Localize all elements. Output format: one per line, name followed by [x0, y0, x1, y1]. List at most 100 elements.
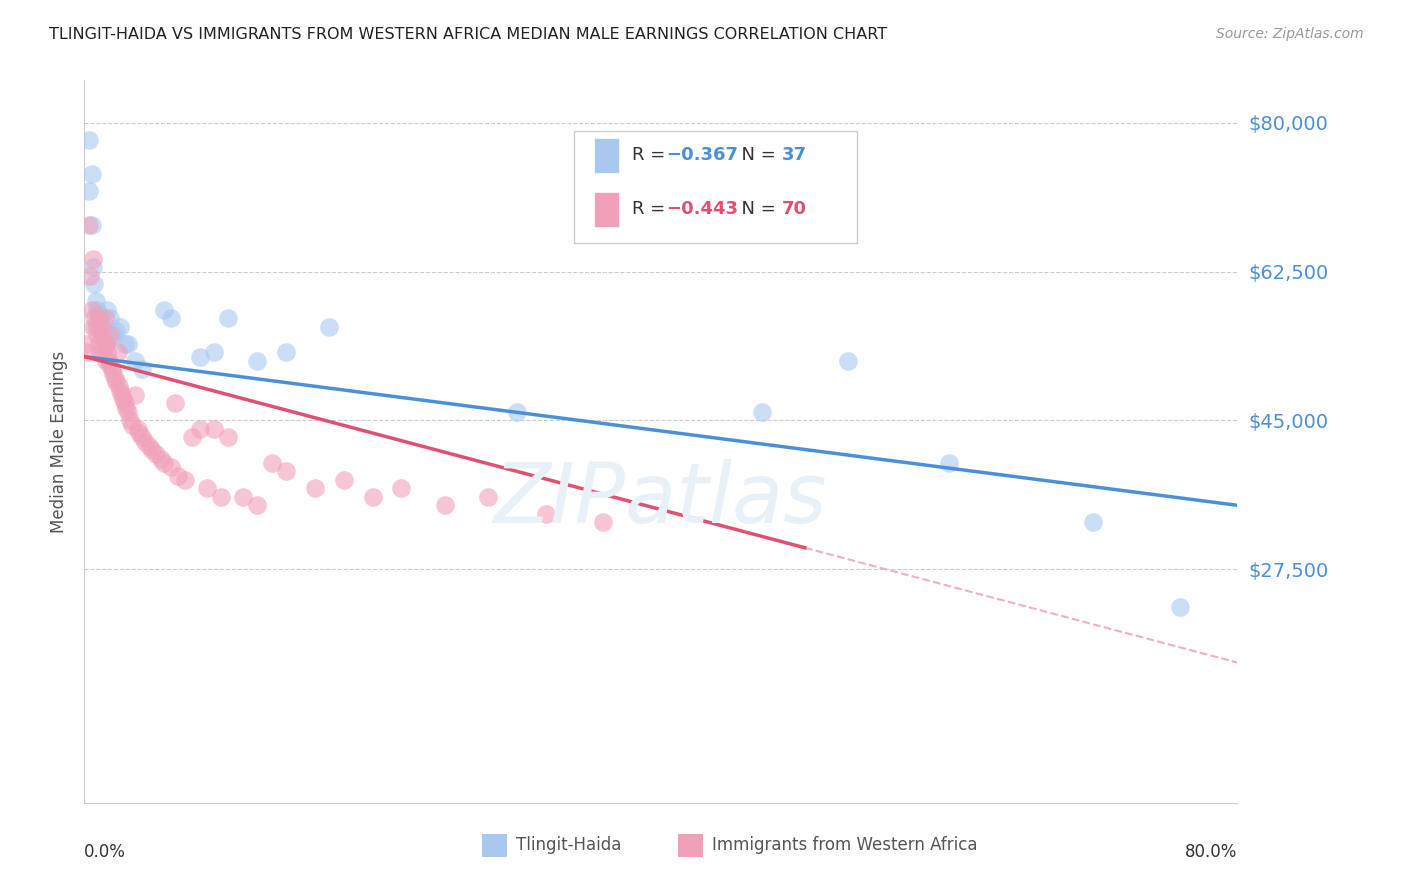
- Text: 0.0%: 0.0%: [84, 843, 127, 861]
- Point: [89, 311, 111, 326]
- Text: R =: R =: [633, 145, 671, 164]
- Point: [77, 218, 100, 232]
- Point: [276, 464, 298, 478]
- Point: [160, 311, 183, 326]
- Point: [195, 481, 218, 495]
- Text: Tlingit-Haida: Tlingit-Haida: [516, 837, 621, 855]
- Text: Immigrants from Western Africa: Immigrants from Western Africa: [711, 837, 977, 855]
- Text: TLINGIT-HAIDA VS IMMIGRANTS FROM WESTERN AFRICA MEDIAN MALE EARNINGS CORRELATION: TLINGIT-HAIDA VS IMMIGRANTS FROM WESTERN…: [49, 27, 887, 42]
- Point: [202, 345, 225, 359]
- Point: [1083, 516, 1105, 530]
- Point: [232, 490, 254, 504]
- Point: [79, 268, 101, 283]
- Point: [152, 302, 174, 317]
- Point: [104, 371, 127, 385]
- Point: [105, 324, 128, 338]
- Point: [165, 396, 187, 410]
- Point: [77, 133, 100, 147]
- Point: [90, 319, 112, 334]
- Point: [304, 481, 326, 495]
- Point: [110, 319, 132, 334]
- Text: −0.443: −0.443: [666, 200, 738, 218]
- Point: [209, 490, 232, 504]
- Point: [110, 384, 132, 398]
- Bar: [593, 138, 619, 173]
- Point: [391, 481, 413, 495]
- Point: [94, 353, 117, 368]
- Point: [202, 422, 225, 436]
- Point: [592, 516, 614, 530]
- Point: [131, 430, 153, 444]
- Point: [107, 345, 129, 359]
- Point: [127, 422, 149, 436]
- Point: [80, 218, 103, 232]
- Point: [124, 388, 146, 402]
- Text: N =: N =: [730, 145, 782, 164]
- Point: [108, 379, 131, 393]
- Point: [103, 328, 124, 343]
- Point: [86, 302, 108, 317]
- Point: [160, 460, 183, 475]
- Point: [77, 184, 100, 198]
- Point: [134, 434, 156, 449]
- Point: [83, 311, 105, 326]
- Point: [90, 328, 112, 343]
- Y-axis label: Median Male Earnings: Median Male Earnings: [51, 351, 69, 533]
- Point: [152, 456, 174, 470]
- Point: [87, 307, 110, 321]
- Point: [188, 422, 211, 436]
- Point: [174, 473, 197, 487]
- Point: [94, 336, 117, 351]
- Point: [433, 498, 456, 512]
- Point: [260, 456, 283, 470]
- Point: [218, 311, 240, 326]
- Point: [938, 456, 960, 470]
- Text: ZIPatlas: ZIPatlas: [494, 458, 828, 540]
- Point: [506, 405, 529, 419]
- Point: [181, 430, 204, 444]
- Text: 80.0%: 80.0%: [1185, 843, 1237, 861]
- Text: 37: 37: [782, 145, 807, 164]
- Point: [131, 362, 153, 376]
- Point: [167, 468, 190, 483]
- Point: [84, 319, 107, 334]
- Point: [121, 417, 143, 432]
- Point: [534, 507, 557, 521]
- Point: [87, 336, 110, 351]
- Text: N =: N =: [730, 200, 782, 218]
- Point: [837, 353, 859, 368]
- Point: [98, 311, 121, 326]
- Point: [75, 336, 97, 351]
- Text: R =: R =: [633, 200, 671, 218]
- Point: [145, 447, 167, 461]
- Point: [98, 328, 121, 343]
- Point: [111, 388, 134, 402]
- Point: [114, 336, 136, 351]
- Point: [89, 345, 111, 359]
- Bar: [678, 834, 703, 857]
- Point: [141, 443, 163, 458]
- Point: [124, 353, 146, 368]
- Point: [246, 498, 269, 512]
- Point: [218, 430, 240, 444]
- Point: [333, 473, 356, 487]
- Point: [361, 490, 384, 504]
- Point: [96, 302, 118, 317]
- Point: [100, 362, 122, 376]
- Point: [120, 413, 142, 427]
- Point: [115, 401, 138, 415]
- Point: [91, 336, 114, 351]
- Point: [80, 167, 103, 181]
- FancyBboxPatch shape: [575, 131, 856, 243]
- Point: [114, 396, 136, 410]
- Point: [276, 345, 298, 359]
- Point: [76, 345, 98, 359]
- Point: [105, 375, 128, 389]
- Point: [1168, 600, 1191, 615]
- Point: [94, 336, 117, 351]
- Point: [86, 328, 108, 343]
- Point: [138, 439, 160, 453]
- Point: [87, 311, 110, 326]
- Bar: [482, 834, 508, 857]
- Point: [751, 405, 773, 419]
